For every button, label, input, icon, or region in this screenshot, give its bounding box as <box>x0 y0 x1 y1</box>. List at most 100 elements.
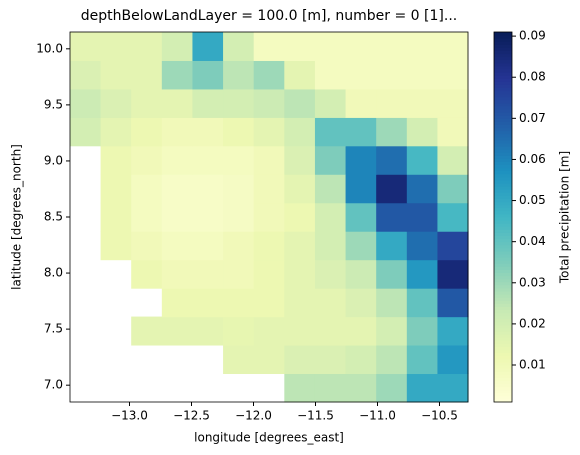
heatmap-cell <box>284 117 316 147</box>
y-axis-label: latitude [degrees_north] <box>10 144 24 290</box>
y-tick-label: 8.0 <box>44 266 63 280</box>
heatmap-cell <box>69 88 102 118</box>
colorbar-segment <box>494 96 512 101</box>
colorbar-segment <box>494 312 512 317</box>
y-tick-label: 8.5 <box>44 210 63 224</box>
heatmap-cell <box>131 32 163 61</box>
colorbar-segment <box>494 78 512 82</box>
colorbar-segment <box>494 109 512 113</box>
heatmap-cell <box>406 345 438 375</box>
colorbar-segment <box>494 315 512 320</box>
heatmap-cell <box>345 231 377 261</box>
colorbar-segment <box>494 294 512 298</box>
colorbar-segment <box>494 284 512 289</box>
colorbar-segment <box>494 361 512 366</box>
heatmap-cell <box>161 174 193 204</box>
colorbar-segment <box>494 291 512 295</box>
heatmap-cell <box>253 202 285 232</box>
heatmap-cell <box>345 145 377 175</box>
heatmap-cell <box>100 117 132 147</box>
colorbar-segment <box>494 213 512 218</box>
colorbar-segment <box>494 161 512 166</box>
colorbar-tick-label: 0.03 <box>519 275 546 289</box>
heatmap-cell <box>253 345 285 375</box>
colorbar-segment <box>494 84 512 88</box>
heatmap-cell <box>192 231 224 261</box>
heatmap-cell <box>131 88 163 118</box>
heatmap-cell <box>406 60 438 90</box>
heatmap-cell <box>437 259 469 289</box>
heatmap-cell <box>406 231 438 261</box>
heatmap-cell <box>345 373 377 403</box>
heatmap-cell <box>223 345 255 375</box>
heatmap-cell <box>284 373 316 403</box>
colorbar-segment <box>494 146 512 150</box>
colorbar-segment <box>494 352 512 357</box>
heatmap-cell <box>376 145 408 175</box>
heatmap-cell <box>100 174 132 204</box>
colorbar-segment <box>494 115 512 119</box>
heatmap-cell <box>437 231 469 261</box>
colorbar-segment <box>494 278 512 283</box>
colorbar-segment <box>494 306 512 310</box>
heatmap-cell <box>345 174 377 204</box>
heatmap-cell <box>192 32 224 61</box>
heatmap-cell <box>345 259 377 289</box>
heatmap-cell <box>223 145 255 175</box>
colorbar-segment <box>494 173 512 178</box>
heatmap-cell <box>131 259 163 289</box>
colorbar-segment <box>494 186 512 190</box>
heatmap-cell <box>345 316 377 346</box>
colorbar-segment <box>494 380 512 384</box>
heatmap-cell <box>223 259 255 289</box>
heatmap-cell <box>314 174 347 204</box>
heatmap-cell <box>376 88 408 118</box>
heatmap-cell <box>223 60 255 90</box>
heatmap-cell <box>131 117 163 147</box>
colorbar-segment <box>494 247 512 252</box>
colorbar-segment <box>494 324 512 329</box>
colorbar-segment <box>494 355 512 360</box>
heatmap-cell <box>161 145 193 175</box>
heatmap-cell <box>161 316 193 346</box>
heatmap-cell <box>345 60 377 90</box>
heatmap-cell <box>192 259 224 289</box>
colorbar-segment <box>494 180 512 184</box>
colorbar-segment <box>494 392 512 397</box>
heatmap-cell <box>223 202 255 232</box>
colorbar-segment <box>494 130 512 135</box>
heatmap-cell <box>314 373 347 403</box>
heatmap-cell <box>161 259 193 289</box>
heatmap-cell <box>192 174 224 204</box>
heatmap-cell <box>376 202 408 232</box>
colorbar-segment <box>494 106 512 110</box>
heatmap-cell <box>284 345 316 375</box>
colorbar-segment <box>494 349 512 354</box>
colorbar-segment <box>494 38 512 42</box>
heatmap-cell <box>406 174 438 204</box>
heatmap-cell <box>437 145 469 175</box>
heatmap-cell <box>253 288 285 318</box>
heatmap-cell <box>437 174 469 204</box>
heatmap-cell <box>253 88 285 118</box>
colorbar-segment <box>494 170 512 175</box>
colorbar-segment <box>494 232 512 236</box>
heatmap-cell <box>192 60 224 90</box>
heatmap-cell <box>192 316 224 346</box>
heatmap-cell <box>253 117 285 147</box>
colorbar-segment <box>494 201 512 206</box>
x-tick-label: −12.5 <box>173 409 210 423</box>
colorbar-segment <box>494 87 512 92</box>
heatmap-cell <box>345 32 377 61</box>
colorbar-segment <box>494 275 512 280</box>
heatmap-cell <box>345 117 377 147</box>
colorbar-segment <box>494 272 512 277</box>
heatmap-cell <box>223 32 255 61</box>
heatmap-cell <box>131 231 163 261</box>
colorbar-segment <box>494 198 512 203</box>
colorbar-segment <box>494 124 512 129</box>
heatmap-cell <box>161 60 193 90</box>
heatmap-cell <box>100 202 132 232</box>
heatmap-cell <box>253 60 285 90</box>
colorbar-segment <box>494 69 512 73</box>
